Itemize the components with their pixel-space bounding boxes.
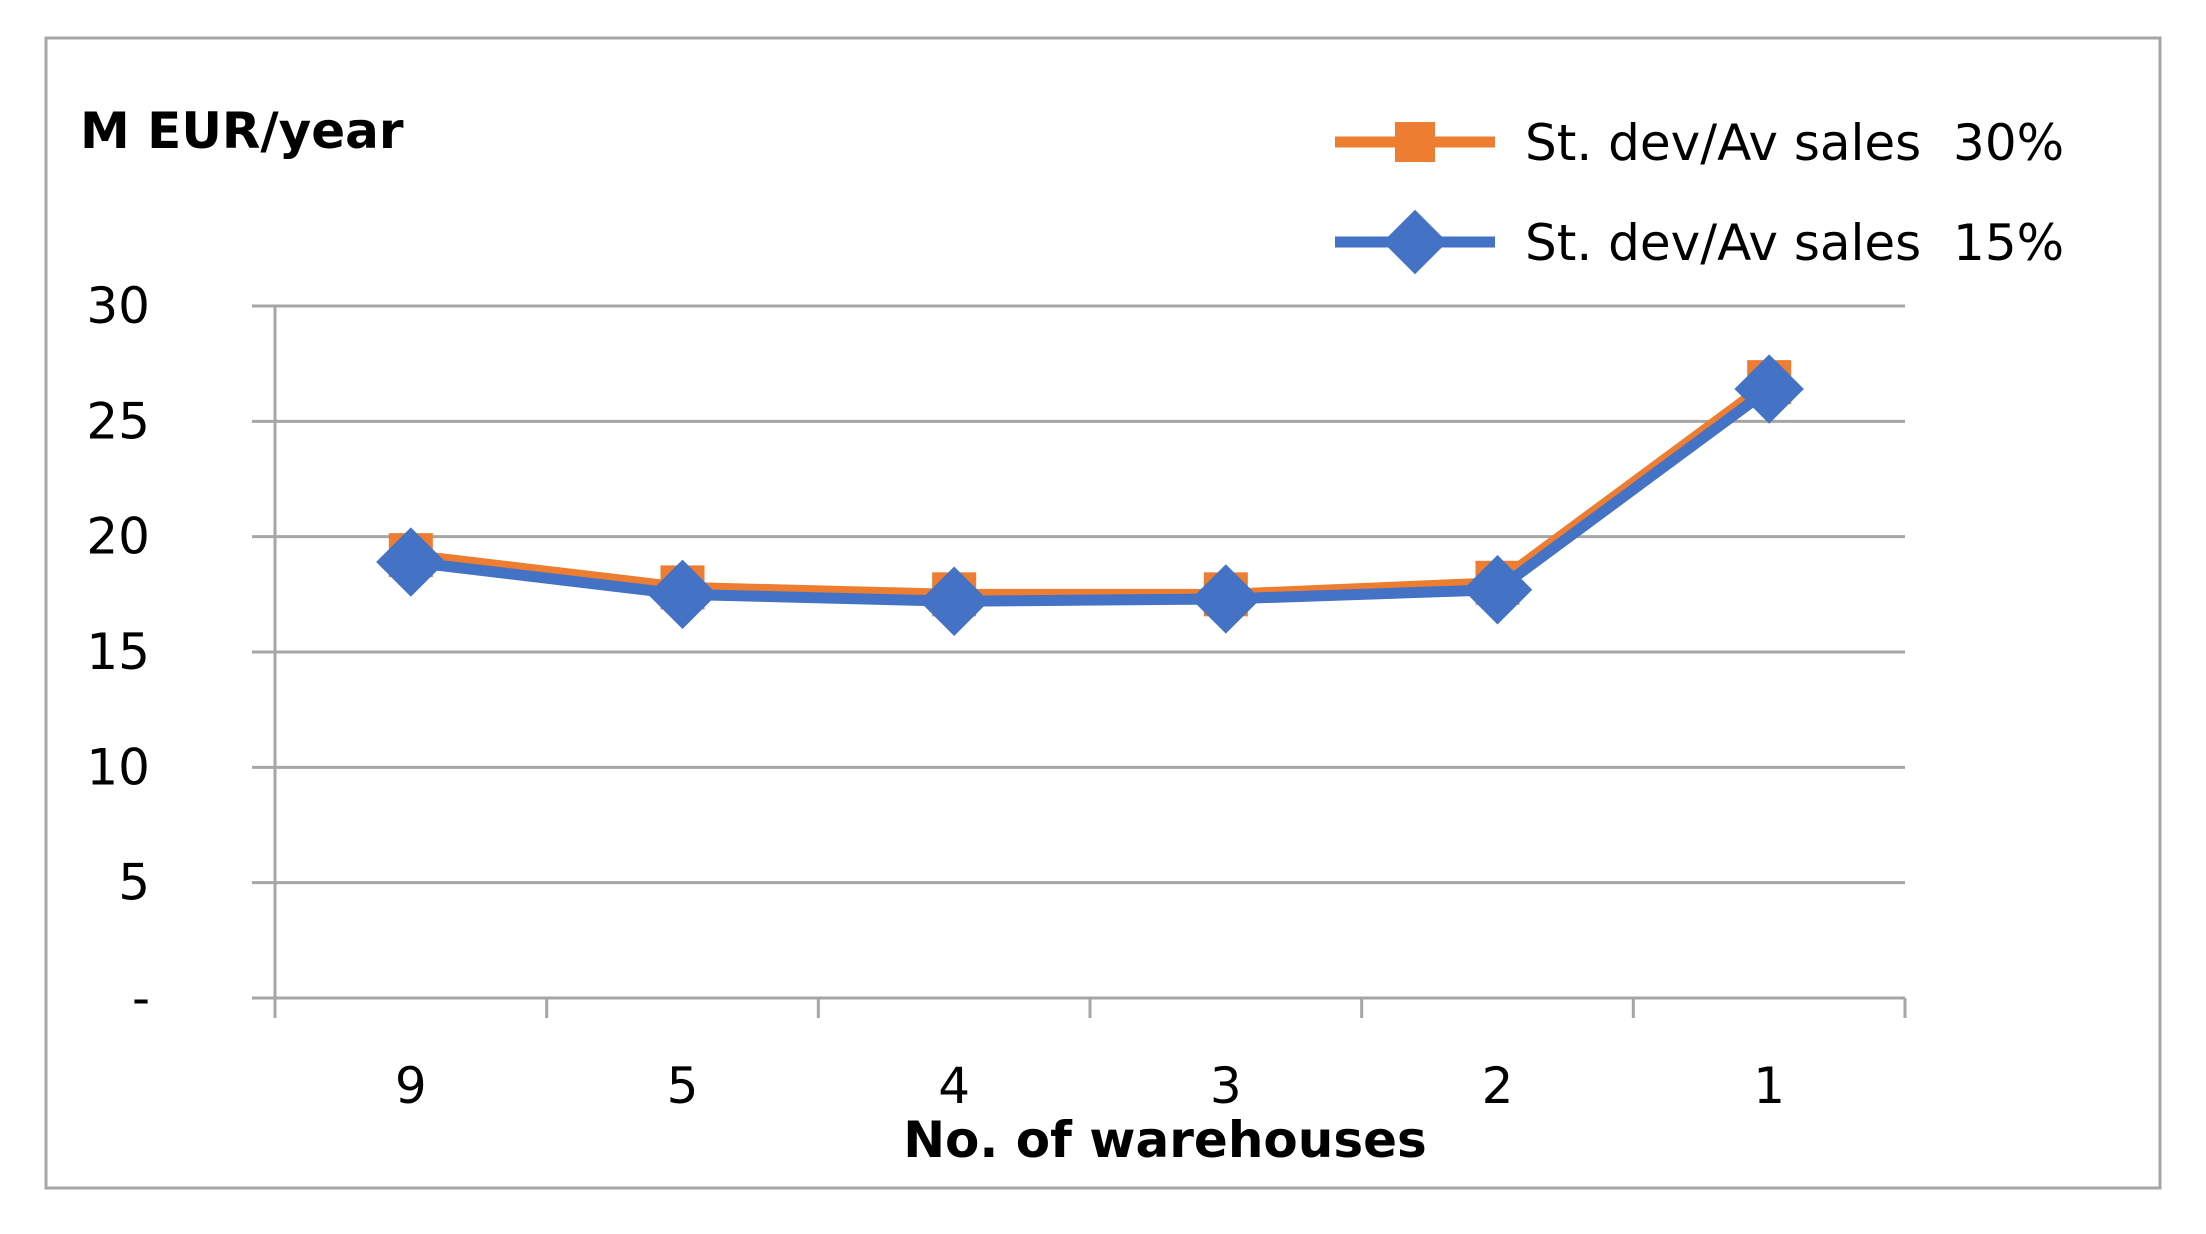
legend-label: St. dev/Av sales 30%	[1525, 114, 2064, 172]
y-tick-label: 30	[86, 277, 150, 335]
chart-frame	[44, 36, 2162, 1190]
y-tick-label: 5	[118, 854, 150, 912]
series	[376, 354, 1804, 636]
data-point-marker	[647, 559, 718, 630]
y-tick-label: 25	[86, 392, 150, 450]
y-tick-labels: - 5 10 15 20 25 30	[86, 277, 150, 1027]
x-tick-label: 5	[667, 1057, 699, 1115]
x-tick-label: 1	[1753, 1057, 1785, 1115]
series-line	[410, 384, 1773, 607]
data-point-marker	[1462, 555, 1533, 625]
legend-label: St. dev/Av sales 15%	[1525, 214, 2064, 272]
legend-entry: St. dev/Av sales 30%	[1335, 114, 2064, 172]
series-line	[410, 377, 1773, 600]
y-tick-label: 15	[86, 623, 150, 681]
data-point-marker	[376, 527, 446, 597]
data-point-marker	[1191, 564, 1261, 634]
legend-entry: St. dev/Av sales 15%	[1335, 209, 2064, 275]
x-tick-labels: 9 5 4 3 2 1	[395, 1057, 1785, 1115]
x-axis-label: No. of warehouses	[903, 1111, 1427, 1169]
legend-marker	[1395, 122, 1435, 162]
y-tick-label: -	[132, 969, 150, 1027]
x-tick-label: 2	[1482, 1057, 1514, 1115]
series-low-variation	[376, 354, 1804, 636]
gridlines	[252, 304, 1905, 1000]
y-tick-label: 10	[86, 738, 150, 796]
y-tick-label: 20	[86, 508, 150, 566]
y-axis-label: M EUR/year	[80, 102, 404, 160]
data-point-marker	[919, 566, 989, 636]
legend: St. dev/Av sales 30% St. dev/Av sales 15%	[1335, 114, 2064, 275]
x-tick-label: 4	[938, 1057, 970, 1115]
x-tick-label: 3	[1210, 1057, 1242, 1115]
axes	[273, 306, 1907, 1018]
x-tick-label: 9	[395, 1057, 427, 1115]
legend-marker	[1382, 209, 1448, 275]
data-point-marker	[1734, 354, 1804, 424]
